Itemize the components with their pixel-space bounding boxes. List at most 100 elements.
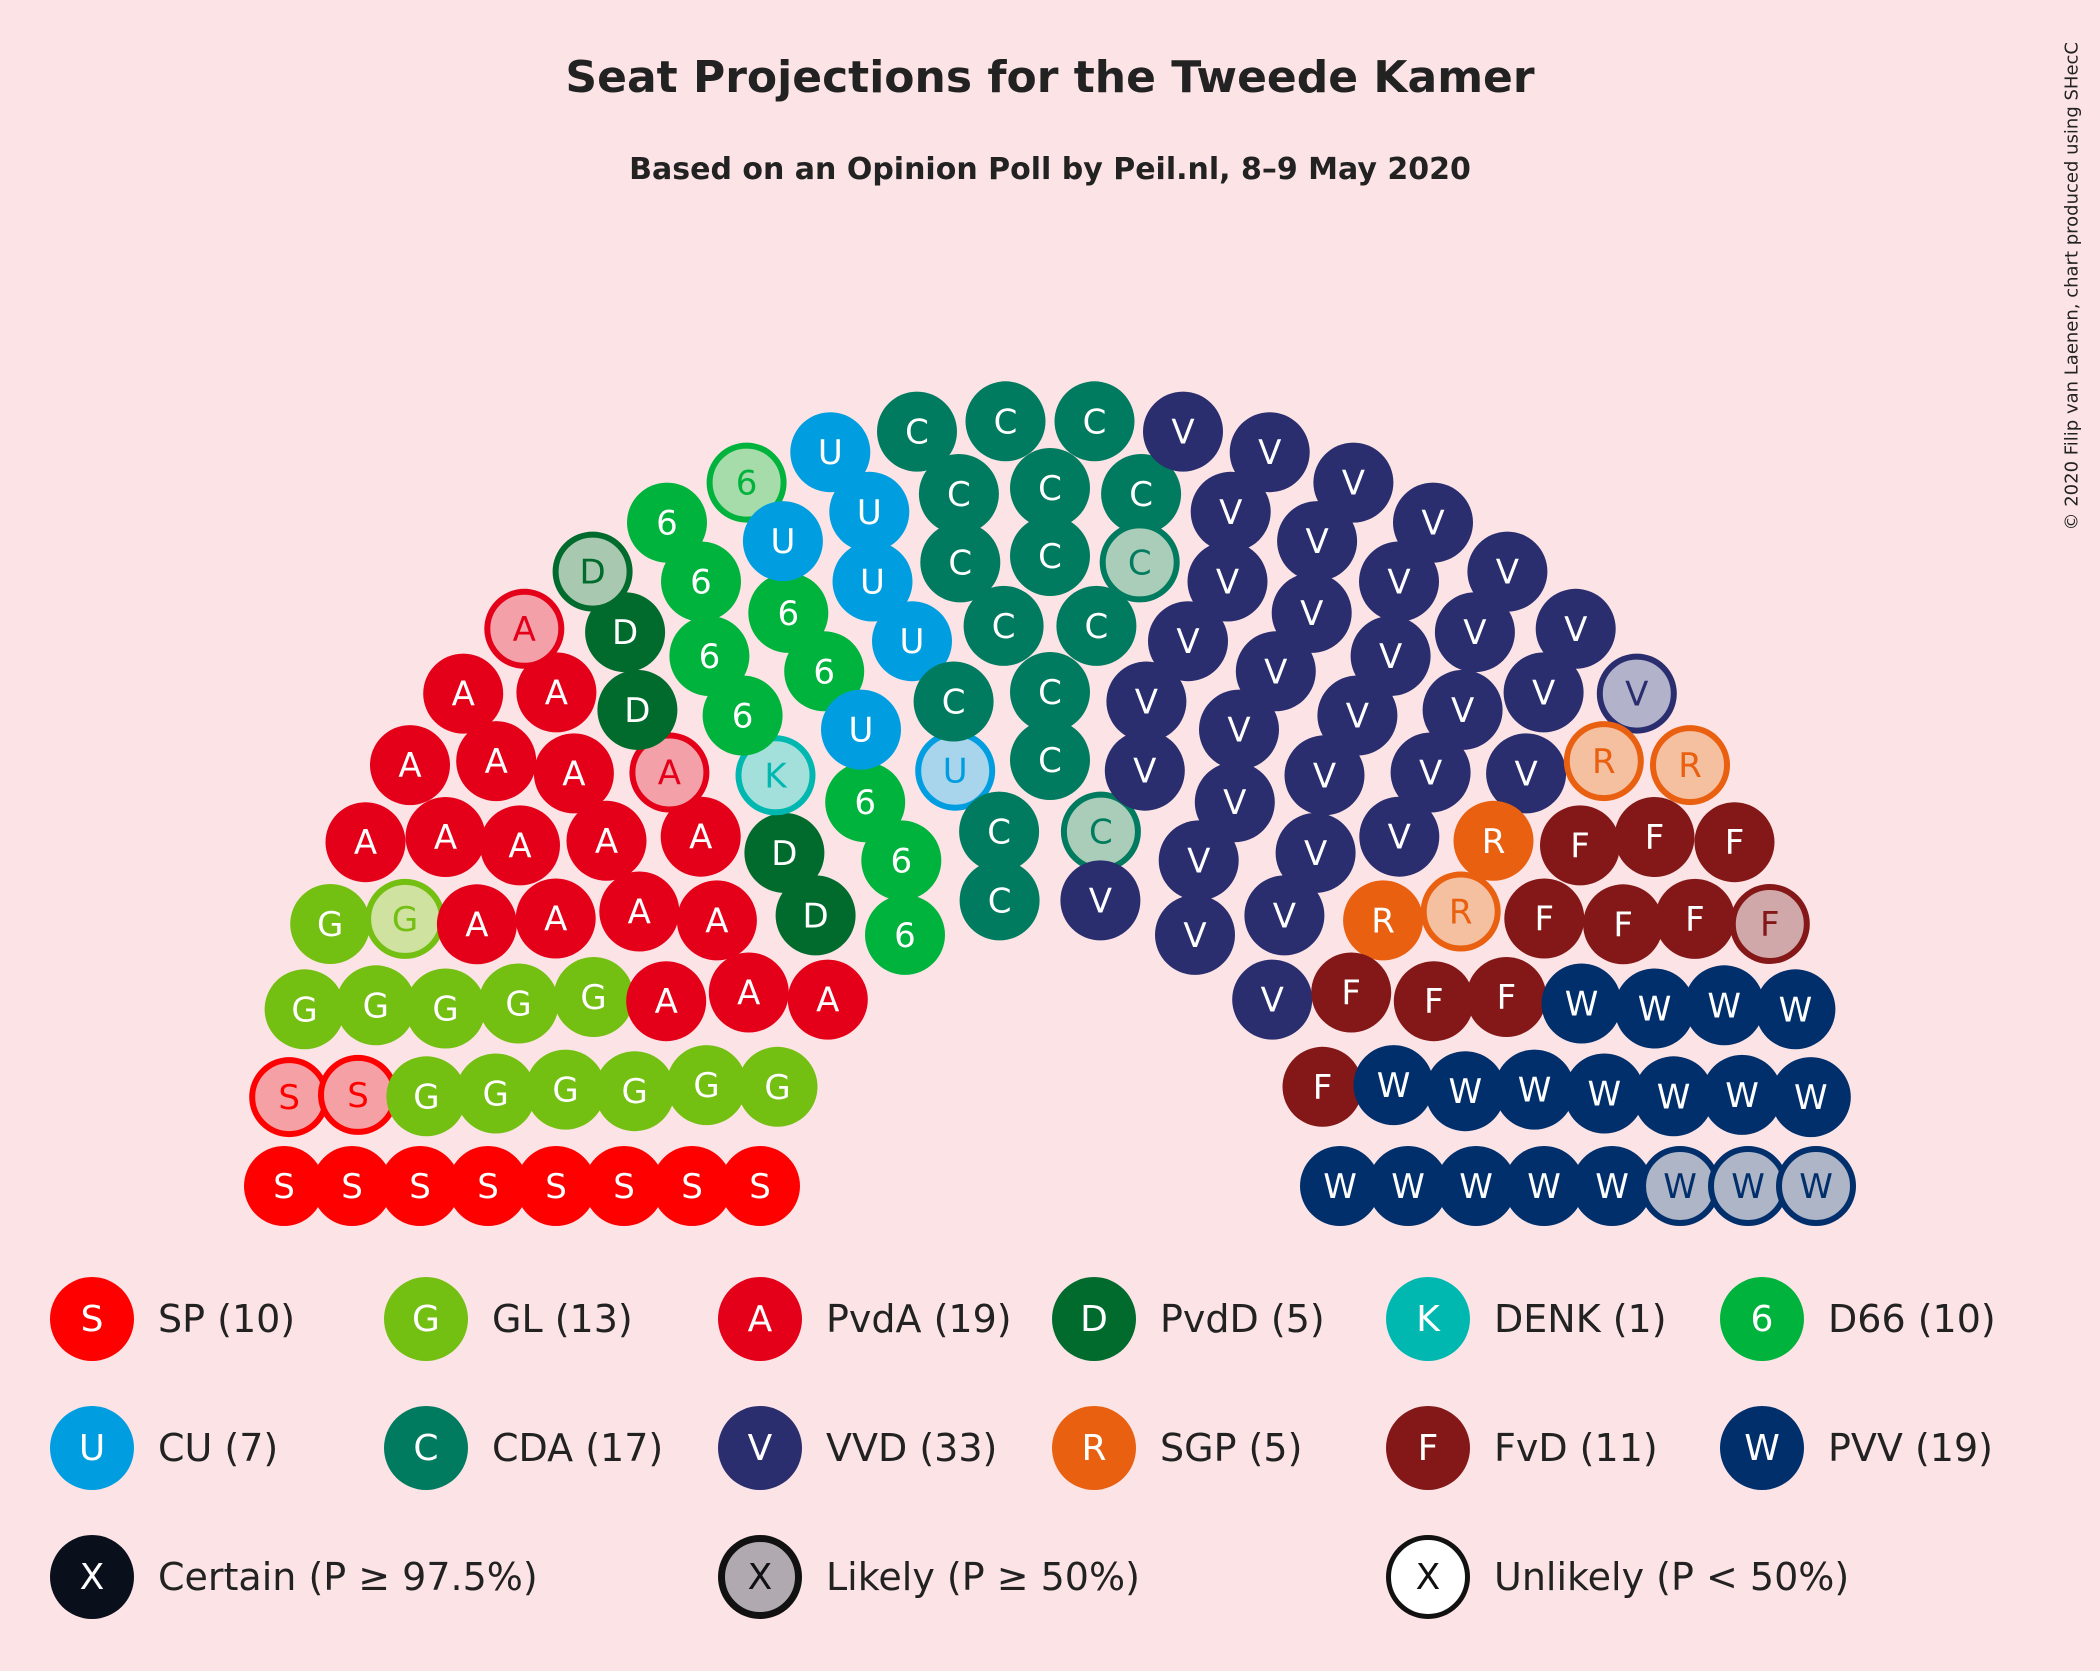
seat-cu: U <box>872 601 952 682</box>
seat-cda: C <box>1101 454 1182 534</box>
svg-text:V: V <box>1261 981 1284 1021</box>
legend-item-u-swatch: U <box>50 1406 134 1490</box>
seat-cda: C <box>959 791 1040 872</box>
seat-pvv: W <box>1702 1054 1782 1135</box>
legend-item-k: K DENK (1) <box>1386 1277 1667 1361</box>
svg-text:C: C <box>905 413 929 453</box>
svg-text:R: R <box>1482 822 1506 862</box>
seat-vvd: V <box>1275 812 1356 893</box>
seat-vvd: V <box>1535 588 1616 669</box>
svg-text:W: W <box>1663 1167 1697 1207</box>
svg-text:V: V <box>1300 594 1323 634</box>
svg-text:F: F <box>1570 826 1590 866</box>
legend-likely-label: Likely (P ≥ 50%) <box>826 1555 1140 1599</box>
svg-text:F: F <box>1497 978 1517 1018</box>
svg-text:G: G <box>432 990 458 1030</box>
svg-text:F: F <box>1685 900 1705 940</box>
seat-pvv: W <box>1640 1146 1720 1226</box>
seat-vvd: V <box>1155 894 1235 975</box>
svg-text:A: A <box>562 754 585 794</box>
seat-pvv: W <box>1770 1057 1851 1138</box>
legend-item-r-swatch: R <box>1052 1406 1136 1490</box>
svg-text:R: R <box>1449 893 1473 933</box>
seat-pvda: A <box>566 800 647 881</box>
seat-gl: G <box>290 884 371 964</box>
seat-vvd: V <box>1158 820 1239 901</box>
seat-pvda: A <box>405 797 486 877</box>
seat-vvd: V <box>1271 572 1352 653</box>
seat-gl: G <box>335 965 416 1046</box>
legend-item-w-label: PVV (19) <box>1828 1426 1993 1470</box>
seat-pvda: A <box>626 961 707 1042</box>
seat-vvd: V <box>1467 531 1548 612</box>
svg-text:F: F <box>1645 818 1665 858</box>
svg-text:R: R <box>1371 901 1395 941</box>
svg-text:F: F <box>1535 900 1555 940</box>
legend-item-u: U CU (7) <box>50 1406 278 1490</box>
svg-text:V: V <box>1342 464 1365 504</box>
svg-text:W: W <box>1657 1077 1691 1117</box>
seat-vvd: V <box>1359 541 1439 622</box>
seat-gl: G <box>365 878 446 959</box>
seat-vvd: V <box>1143 391 1223 472</box>
svg-text:G: G <box>363 986 389 1026</box>
seat-sp: S <box>448 1146 528 1226</box>
svg-text:V: V <box>1264 652 1287 692</box>
seat-gl: G <box>666 1045 747 1126</box>
svg-text:S: S <box>273 1167 295 1207</box>
svg-text:6: 6 <box>813 652 835 692</box>
svg-text:V: V <box>1419 754 1442 794</box>
seat-vvd: V <box>1422 669 1503 750</box>
seat-pvv: W <box>1564 1053 1645 1134</box>
seat-d66: 6 <box>784 631 865 712</box>
seat-d66: 6 <box>825 762 906 843</box>
legend-item-s-label: SP (10) <box>158 1297 296 1341</box>
seat-pvdd: D <box>775 875 856 956</box>
legend-item-a-label: PvdA (19) <box>826 1297 1012 1341</box>
svg-text:W: W <box>1779 990 1813 1030</box>
seat-fvd: F <box>1504 878 1585 959</box>
seat-cda: C <box>913 661 994 742</box>
seat-vvd: V <box>1277 501 1358 582</box>
seat-cu: U <box>790 412 871 493</box>
svg-text:A: A <box>816 981 839 1021</box>
svg-text:V: V <box>1514 754 1537 794</box>
seat-sp: S <box>244 1146 324 1226</box>
seat-fvd: F <box>1694 802 1775 883</box>
seat-cda: C <box>1010 448 1090 528</box>
svg-text:F: F <box>1613 905 1633 945</box>
svg-text:A: A <box>658 754 681 794</box>
svg-text:A: A <box>434 818 457 858</box>
svg-text:6: 6 <box>736 464 758 504</box>
svg-text:C: C <box>1038 537 1062 577</box>
svg-text:S: S <box>278 1078 300 1118</box>
svg-text:S: S <box>347 1076 369 1116</box>
seat-vvd: V <box>1284 735 1365 816</box>
legend-item-d: D PvdD (5) <box>1052 1277 1325 1361</box>
seat-vvd: V <box>1390 732 1471 813</box>
seat-cda: C <box>1010 652 1090 732</box>
svg-text:V: V <box>1387 563 1410 603</box>
legend-item-w: W PVV (19) <box>1720 1406 1993 1490</box>
seat-sp: S <box>249 1057 330 1138</box>
seat-sgp: R <box>1453 800 1534 881</box>
svg-text:S: S <box>545 1167 567 1207</box>
legend-item-g-swatch: G <box>384 1277 468 1361</box>
seat-cda: C <box>959 860 1040 941</box>
svg-text:S: S <box>681 1167 703 1207</box>
svg-text:U: U <box>818 433 843 473</box>
seat-pvv: W <box>1541 963 1622 1044</box>
svg-text:G: G <box>392 900 418 940</box>
svg-text:S: S <box>749 1167 771 1207</box>
seat-pvv: W <box>1353 1045 1434 1126</box>
svg-text:G: G <box>693 1066 719 1106</box>
seat-gl: G <box>264 969 345 1050</box>
seat-pvda: A <box>325 802 406 883</box>
svg-text:A: A <box>689 818 712 858</box>
svg-text:U: U <box>770 522 795 562</box>
seat-fvd: F <box>1583 884 1664 965</box>
seat-d66: 6 <box>706 442 787 523</box>
legend-item-c: C CDA (17) <box>384 1406 663 1490</box>
svg-text:A: A <box>513 610 536 650</box>
svg-text:C: C <box>1089 813 1113 853</box>
